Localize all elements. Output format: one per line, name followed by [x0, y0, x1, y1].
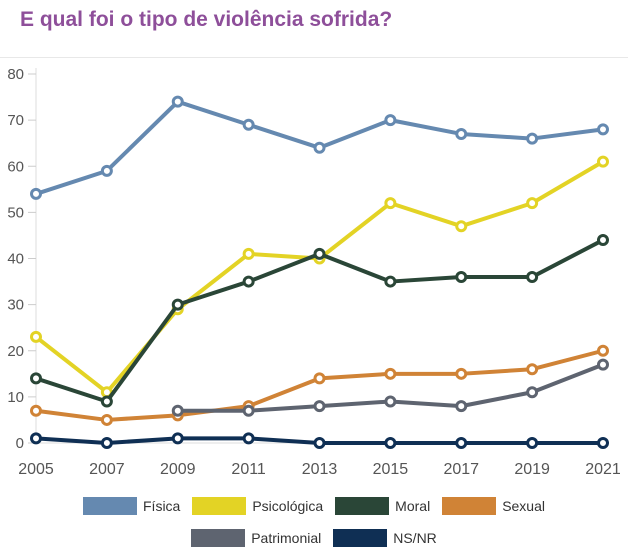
legend-label: NS/NR: [393, 530, 437, 546]
data-point-ns-nr: [100, 437, 113, 449]
data-point-ns-nr: [526, 437, 539, 449]
data-point-sexual: [100, 413, 113, 426]
legend-swatch: [83, 497, 137, 515]
data-point-ns-nr: [384, 437, 397, 449]
data-point-sexual: [455, 367, 468, 380]
legend-swatch: [333, 529, 388, 547]
data-point-moral: [526, 270, 539, 283]
data-point-sexual: [597, 344, 609, 357]
legend-swatch: [335, 497, 390, 515]
data-point-patrimonial: [455, 400, 468, 413]
data-point-ns-nr: [455, 437, 468, 449]
y-tick-label: 70: [7, 112, 24, 129]
line-chart: 0 10 20 30 40 50 60 70 80 2005 2007 2009 2011 2013 201…: [7, 66, 621, 478]
data-point-patrimonial: [171, 404, 184, 417]
data-point-patrimonial: [242, 404, 255, 417]
data-point-moral: [30, 372, 42, 385]
data-point-fisica: [384, 114, 397, 127]
data-point-moral: [455, 270, 468, 283]
legend-swatch: [191, 529, 246, 547]
data-point-psicologica: [30, 330, 42, 343]
x-tick-label: 2015: [373, 461, 409, 478]
data-point-patrimonial: [313, 400, 326, 413]
y-tick-label: 0: [16, 435, 24, 452]
y-tick-label: 60: [7, 158, 24, 175]
data-point-moral: [384, 275, 397, 288]
x-tick-label: 2021: [585, 461, 621, 478]
data-point-fisica: [597, 123, 609, 136]
legend-swatch: [442, 497, 497, 515]
data-point-ns-nr: [313, 437, 326, 449]
data-point-psicologica: [455, 220, 468, 233]
divider: [0, 57, 628, 58]
data-point-patrimonial: [384, 395, 397, 408]
data-point-fisica: [100, 164, 113, 177]
legend: Física Psicológica Moral Sexual Patrimonial N…: [0, 492, 628, 556]
legend-label: Patrimonial: [251, 530, 322, 546]
data-point-sexual: [30, 404, 42, 417]
data-point-patrimonial: [597, 358, 609, 371]
legend-item-sexual[interactable]: Sexual: [442, 492, 545, 520]
data-point-psicologica: [384, 197, 397, 210]
legend-item-psicologica[interactable]: Psicológica: [192, 492, 323, 520]
legend-item-moral[interactable]: Moral: [335, 492, 430, 520]
data-point-moral: [597, 234, 609, 247]
data-point-fisica: [455, 127, 468, 140]
x-tick-label: 2011: [231, 461, 266, 478]
data-point-fisica: [526, 132, 539, 145]
legend-item-patrimonial[interactable]: Patrimonial: [191, 524, 321, 552]
legend-label: Física: [143, 498, 181, 514]
data-point-moral: [242, 275, 255, 288]
data-point-ns-nr: [30, 432, 42, 445]
data-point-moral: [171, 298, 184, 311]
y-tick-label: 50: [7, 204, 24, 221]
data-point-patrimonial: [526, 386, 539, 399]
data-point-ns-nr: [242, 432, 255, 445]
x-tick-label: 2009: [160, 461, 196, 478]
data-point-ns-nr: [171, 432, 184, 445]
data-point-psicologica: [242, 247, 255, 260]
x-tick-label: 2017: [443, 461, 479, 478]
data-point-ns-nr: [597, 437, 609, 449]
x-tick-label: 2019: [514, 461, 550, 478]
data-point-sexual: [313, 372, 326, 385]
data-point-fisica: [313, 141, 326, 154]
y-tick-label: 30: [7, 297, 24, 314]
data-point-fisica: [30, 187, 42, 200]
data-point-sexual: [526, 363, 539, 376]
data-point-moral: [313, 247, 326, 260]
data-point-sexual: [384, 367, 397, 380]
chart-title: E qual foi o tipo de violência sofrida?: [20, 8, 393, 31]
data-point-psicologica: [597, 155, 609, 168]
legend-label: Moral: [395, 498, 431, 514]
y-tick-label: 80: [7, 66, 24, 83]
legend-swatch: [192, 497, 247, 515]
y-tick-label: 20: [7, 343, 24, 360]
x-tick-label: 2005: [18, 461, 54, 478]
data-point-psicologica: [526, 197, 539, 210]
data-point-fisica: [242, 118, 255, 131]
data-point-moral: [100, 395, 113, 408]
legend-label: Sexual: [502, 498, 545, 514]
y-tick-label: 10: [7, 389, 24, 406]
legend-item-fisica[interactable]: Física: [83, 492, 180, 520]
legend-label: Psicológica: [252, 498, 324, 514]
x-tick-label: 2007: [89, 461, 125, 478]
data-point-fisica: [171, 95, 184, 108]
legend-item-ns-nr[interactable]: NS/NR: [333, 524, 437, 552]
y-tick-label: 40: [7, 251, 24, 268]
x-tick-label: 2013: [302, 461, 338, 478]
